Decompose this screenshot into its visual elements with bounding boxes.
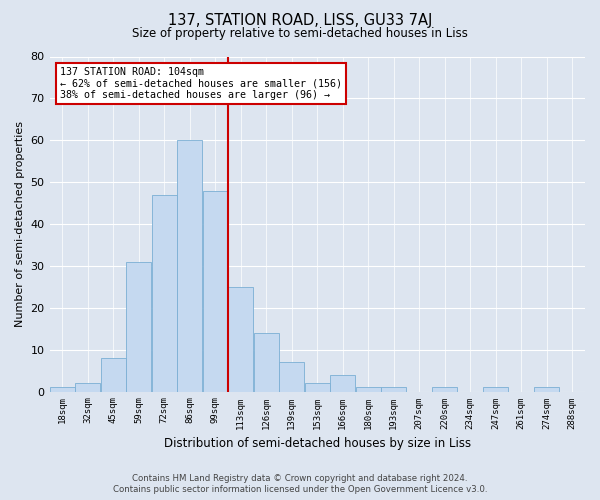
Bar — [76, 383, 100, 392]
Text: 137, STATION ROAD, LISS, GU33 7AJ: 137, STATION ROAD, LISS, GU33 7AJ — [168, 12, 432, 28]
Bar — [152, 194, 176, 392]
Bar — [50, 388, 74, 392]
Bar — [101, 358, 125, 392]
Bar — [382, 388, 406, 392]
Text: Size of property relative to semi-detached houses in Liss: Size of property relative to semi-detach… — [132, 28, 468, 40]
Bar — [356, 388, 380, 392]
Bar — [127, 262, 151, 392]
X-axis label: Distribution of semi-detached houses by size in Liss: Distribution of semi-detached houses by … — [164, 437, 471, 450]
Text: Contains HM Land Registry data © Crown copyright and database right 2024.
Contai: Contains HM Land Registry data © Crown c… — [113, 474, 487, 494]
Bar — [254, 333, 278, 392]
Bar — [203, 190, 227, 392]
Y-axis label: Number of semi-detached properties: Number of semi-detached properties — [15, 121, 25, 327]
Bar — [305, 383, 329, 392]
Bar — [280, 362, 304, 392]
Bar — [331, 375, 355, 392]
Text: 137 STATION ROAD: 104sqm
← 62% of semi-detached houses are smaller (156)
38% of : 137 STATION ROAD: 104sqm ← 62% of semi-d… — [60, 66, 342, 100]
Bar — [229, 287, 253, 392]
Bar — [178, 140, 202, 392]
Bar — [484, 388, 508, 392]
Bar — [433, 388, 457, 392]
Bar — [535, 388, 559, 392]
